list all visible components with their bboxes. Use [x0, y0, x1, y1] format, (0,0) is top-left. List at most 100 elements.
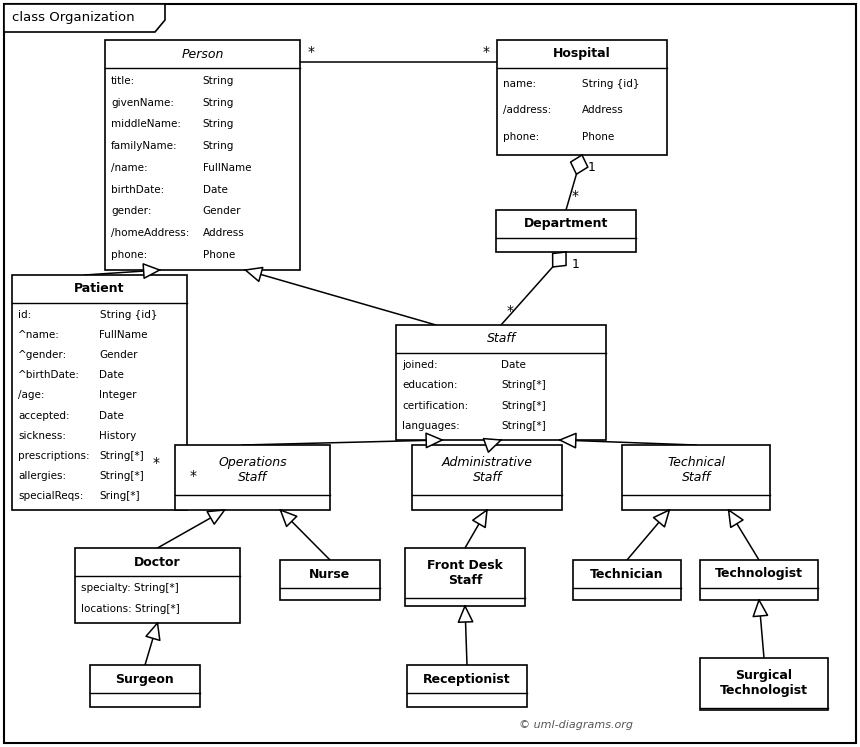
- Text: String[*]: String[*]: [501, 400, 546, 411]
- Polygon shape: [753, 600, 767, 616]
- Text: specialReqs:: specialReqs:: [18, 491, 83, 501]
- Text: givenName:: givenName:: [111, 98, 174, 108]
- Text: ^gender:: ^gender:: [18, 350, 67, 360]
- Text: String[*]: String[*]: [100, 450, 144, 461]
- Text: Technologist: Technologist: [715, 568, 803, 580]
- Text: specialty: String[*]: specialty: String[*]: [81, 583, 179, 593]
- Polygon shape: [426, 433, 442, 447]
- Text: String: String: [202, 98, 234, 108]
- Text: Patient: Patient: [74, 282, 125, 296]
- Text: phone:: phone:: [111, 249, 147, 260]
- Bar: [573, 560, 681, 600]
- Text: middleName:: middleName:: [111, 120, 181, 129]
- Text: Technical
Staff: Technical Staff: [667, 456, 725, 484]
- Text: education:: education:: [402, 380, 458, 391]
- Text: name:: name:: [503, 79, 536, 89]
- Text: accepted:: accepted:: [18, 411, 70, 421]
- Text: Address: Address: [582, 105, 624, 115]
- Text: /address:: /address:: [503, 105, 551, 115]
- Text: String[*]: String[*]: [501, 380, 546, 391]
- Polygon shape: [483, 438, 501, 452]
- Text: Date: Date: [501, 360, 525, 371]
- Text: Receptionist: Receptionist: [423, 672, 511, 686]
- Text: Date: Date: [100, 411, 125, 421]
- Text: /homeAddress:: /homeAddress:: [111, 228, 189, 238]
- Text: phone:: phone:: [503, 131, 539, 141]
- Text: © uml-diagrams.org: © uml-diagrams.org: [519, 720, 633, 730]
- Polygon shape: [553, 252, 566, 267]
- Text: Gender: Gender: [202, 206, 241, 217]
- Bar: [175, 445, 330, 510]
- Text: 1: 1: [588, 161, 596, 174]
- Polygon shape: [728, 510, 743, 527]
- Text: String[*]: String[*]: [501, 421, 546, 431]
- Text: Phone: Phone: [202, 249, 235, 260]
- Text: FullName: FullName: [100, 330, 148, 340]
- Text: joined:: joined:: [402, 360, 438, 371]
- Text: /age:: /age:: [18, 391, 45, 400]
- Bar: [496, 210, 636, 252]
- Text: birthDate:: birthDate:: [111, 185, 164, 195]
- Text: Integer: Integer: [100, 391, 137, 400]
- Text: String {id}: String {id}: [100, 310, 157, 320]
- Text: familyName:: familyName:: [111, 141, 178, 151]
- Polygon shape: [146, 623, 160, 640]
- Bar: [622, 445, 770, 510]
- Text: *: *: [572, 189, 579, 203]
- Bar: [280, 560, 380, 600]
- Text: Date: Date: [202, 185, 227, 195]
- Bar: [75, 548, 240, 623]
- Polygon shape: [245, 267, 263, 282]
- Text: languages:: languages:: [402, 421, 460, 431]
- Bar: [407, 665, 527, 707]
- Bar: [700, 560, 818, 600]
- Text: FullName: FullName: [202, 163, 251, 173]
- Polygon shape: [654, 510, 669, 527]
- Text: *: *: [507, 304, 514, 318]
- Text: Phone: Phone: [582, 131, 614, 141]
- Text: Date: Date: [100, 371, 125, 380]
- Text: Staff: Staff: [487, 332, 515, 346]
- Text: String: String: [202, 76, 234, 86]
- Text: Surgical
Technologist: Surgical Technologist: [720, 669, 808, 697]
- Text: 1: 1: [572, 258, 580, 271]
- Polygon shape: [4, 4, 165, 32]
- Polygon shape: [280, 510, 297, 527]
- Bar: [412, 445, 562, 510]
- Text: ^name:: ^name:: [18, 330, 60, 340]
- Text: Department: Department: [524, 217, 608, 231]
- Text: /name:: /name:: [111, 163, 148, 173]
- Text: sickness:: sickness:: [18, 430, 66, 441]
- Polygon shape: [458, 606, 473, 622]
- Text: locations: String[*]: locations: String[*]: [81, 604, 180, 614]
- Text: title:: title:: [111, 76, 135, 86]
- Text: prescriptions:: prescriptions:: [18, 450, 89, 461]
- Text: Operations
Staff: Operations Staff: [218, 456, 287, 484]
- Text: History: History: [100, 430, 137, 441]
- Bar: [12, 275, 187, 510]
- Bar: [405, 548, 525, 606]
- Text: Surgeon: Surgeon: [115, 672, 175, 686]
- Polygon shape: [207, 510, 224, 524]
- Text: Address: Address: [202, 228, 244, 238]
- Polygon shape: [143, 264, 160, 278]
- Polygon shape: [473, 510, 487, 527]
- Text: Doctor: Doctor: [134, 556, 181, 568]
- Text: id:: id:: [18, 310, 31, 320]
- Text: certification:: certification:: [402, 400, 468, 411]
- Text: *: *: [308, 45, 315, 59]
- Text: String[*]: String[*]: [100, 471, 144, 481]
- Bar: [105, 40, 300, 270]
- Text: *: *: [153, 456, 160, 471]
- Bar: [396, 325, 606, 440]
- Bar: [90, 665, 200, 707]
- Text: Administrative
Staff: Administrative Staff: [441, 456, 532, 484]
- Polygon shape: [570, 155, 588, 174]
- Text: Hospital: Hospital: [553, 48, 611, 61]
- Text: *: *: [483, 45, 490, 59]
- Bar: [497, 40, 667, 155]
- Text: Front Desk
Staff: Front Desk Staff: [427, 559, 503, 587]
- Text: String {id}: String {id}: [582, 79, 640, 89]
- Text: Gender: Gender: [100, 350, 138, 360]
- Text: allergies:: allergies:: [18, 471, 66, 481]
